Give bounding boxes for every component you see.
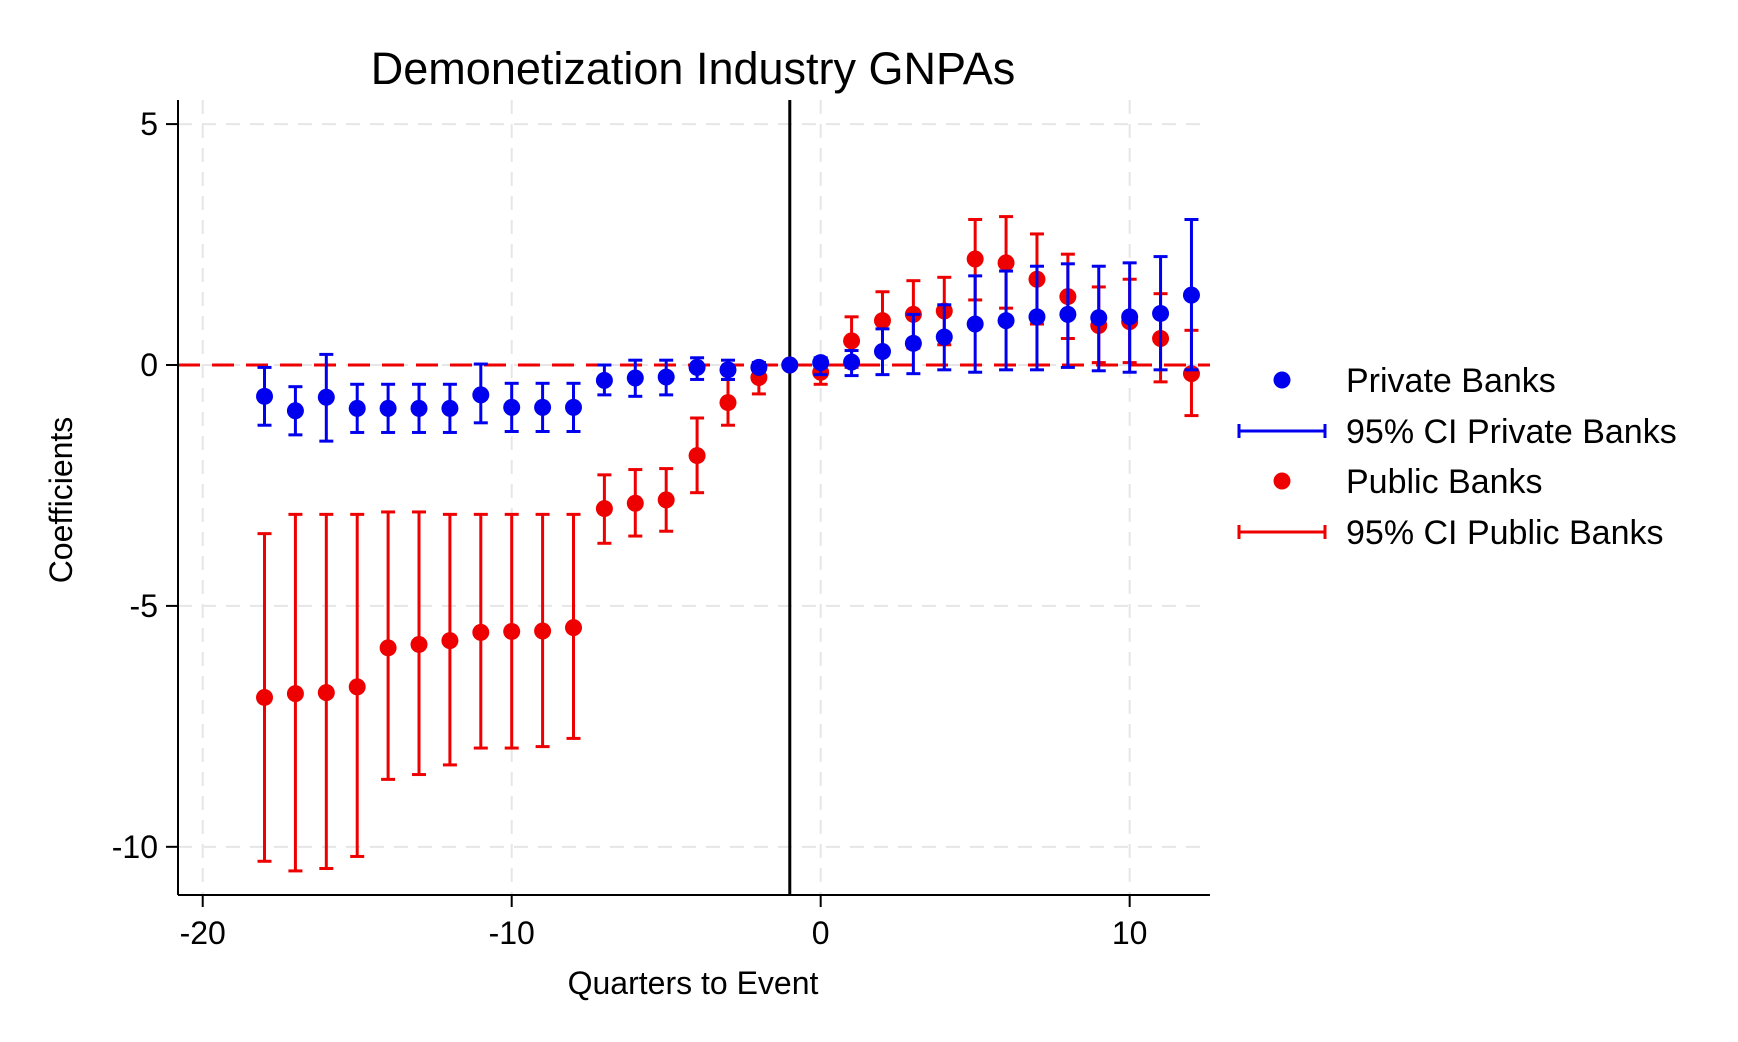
data-marks [256, 215, 1200, 873]
data-point [317, 388, 335, 406]
data-point [1090, 309, 1108, 327]
data-point [534, 622, 552, 640]
legend-item-private-banks: Private Banks [1273, 362, 1556, 400]
x-tick-label: 10 [1112, 915, 1148, 951]
legend-swatch-dot [1273, 472, 1291, 490]
data-point [317, 684, 335, 702]
data-point [657, 368, 675, 386]
data-point [595, 371, 613, 389]
tick-labels: -20 -10 0 10 5 0 -5 -10 [112, 106, 1148, 951]
data-point [441, 399, 459, 417]
data-point [966, 250, 984, 268]
data-point [564, 398, 582, 416]
data-point [348, 678, 366, 696]
x-axis-label: Quarters to Event [568, 965, 819, 1001]
data-point [256, 688, 274, 706]
x-tick-label: -20 [180, 915, 226, 951]
data-point [657, 491, 675, 509]
data-point [966, 315, 984, 333]
data-point [843, 332, 861, 350]
y-tick-label: 0 [140, 347, 158, 383]
y-tick-label: -10 [112, 829, 158, 865]
data-point [719, 361, 737, 379]
data-point [379, 399, 397, 417]
data-point [256, 387, 274, 405]
data-point [997, 254, 1015, 272]
data-point [688, 447, 706, 465]
data-point [564, 619, 582, 637]
data-point [843, 353, 861, 371]
data-point [688, 358, 706, 376]
data-point [503, 622, 521, 640]
series-private-banks [256, 217, 1200, 443]
data-point [534, 398, 552, 416]
data-point [410, 635, 428, 653]
data-point [1028, 308, 1046, 326]
chart-title: Demonetization Industry GNPAs [371, 43, 1015, 94]
data-point [1059, 305, 1077, 323]
x-tick-label: 0 [812, 915, 830, 951]
legend-label: 95% CI Private Banks [1346, 413, 1677, 451]
legend-label: Public Banks [1346, 463, 1543, 501]
data-point [503, 398, 521, 416]
y-axis-label: Coefficients [43, 417, 79, 584]
data-point [379, 639, 397, 657]
data-point [472, 623, 490, 641]
data-point [472, 386, 490, 404]
axes [166, 100, 1210, 907]
legend-item-public-banks: Public Banks [1273, 463, 1543, 501]
legend: Private Banks 95% CI Private Banks Public … [1237, 362, 1677, 552]
data-point [873, 343, 891, 361]
data-point [997, 312, 1015, 330]
data-point [750, 358, 768, 376]
data-point [1182, 286, 1200, 304]
data-point [935, 328, 953, 346]
data-point [286, 685, 304, 703]
data-point [873, 312, 891, 330]
y-tick-label: 5 [140, 106, 158, 142]
data-point [1121, 308, 1139, 326]
data-point [348, 399, 366, 417]
x-tick-label: -10 [489, 915, 535, 951]
data-point [410, 399, 428, 417]
data-point [595, 500, 613, 518]
legend-item-ci-private-banks: 95% CI Private Banks [1237, 413, 1677, 451]
data-point [441, 632, 459, 650]
legend-label: 95% CI Public Banks [1346, 514, 1664, 552]
legend-label: Private Banks [1346, 362, 1556, 400]
data-point [286, 402, 304, 420]
data-point [904, 334, 922, 352]
legend-item-ci-public-banks: 95% CI Public Banks [1237, 514, 1664, 552]
legend-swatch-dot [1273, 371, 1291, 389]
data-point [719, 394, 737, 412]
y-tick-label: -5 [130, 588, 158, 624]
data-point [812, 354, 830, 372]
data-point [781, 356, 799, 374]
data-point [626, 369, 644, 387]
data-point [626, 494, 644, 512]
data-point [1152, 304, 1170, 322]
